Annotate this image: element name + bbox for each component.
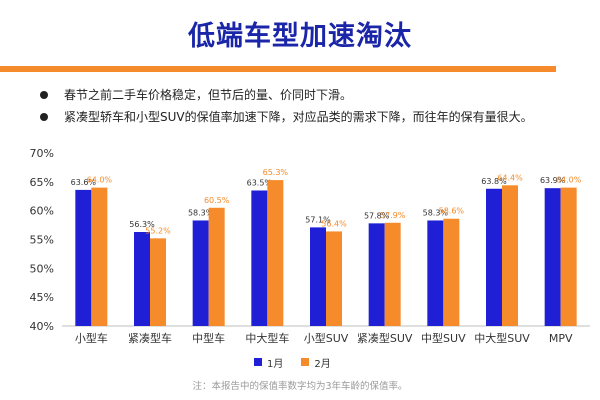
data-label-jan: 63.6% — [71, 178, 97, 187]
y-tick-label: 60% — [30, 205, 54, 218]
data-label-feb: 64.0% — [556, 176, 582, 185]
x-tick-label: 中大型SUV — [474, 331, 530, 345]
legend-item-feb: 2月 — [301, 355, 331, 370]
x-tick-label: 小型SUV — [304, 331, 349, 345]
y-tick-label: 70% — [30, 147, 54, 160]
bar-feb — [326, 231, 342, 326]
data-label-jan: 58.3% — [188, 208, 214, 217]
data-label-jan: 58.3% — [423, 208, 449, 217]
bullet-list: 春节之前二手车价格稳定，但节后的量、价同时下滑。 紧凑型轿车和小型SUV的保值率… — [40, 88, 580, 132]
y-tick-label: 40% — [30, 320, 54, 333]
bullet-item: 紧凑型轿车和小型SUV的保值率加速下降，对应品类的需求下降，而往年的保有量很大。 — [40, 110, 580, 124]
bar-jan — [427, 220, 444, 326]
bar-feb — [384, 222, 401, 326]
bar-jan — [75, 189, 92, 326]
bar-jan — [544, 188, 561, 326]
legend-swatch-feb — [301, 358, 310, 366]
bar-feb — [150, 238, 166, 326]
bar-feb — [502, 185, 518, 326]
data-label-feb: 60.5% — [204, 196, 230, 205]
legend-label-feb: 2月 — [314, 358, 331, 370]
data-label-feb: 56.4% — [321, 219, 347, 228]
bar-feb — [91, 187, 108, 326]
x-tick-label: 中大型车 — [245, 331, 289, 345]
data-label-jan: 56.3% — [129, 220, 155, 229]
x-tick-label: MPV — [549, 332, 573, 345]
data-label-feb: 65.3% — [263, 168, 289, 177]
y-tick-label: 50% — [30, 262, 54, 275]
bar-jan — [310, 227, 326, 326]
data-label-jan: 57.8% — [364, 211, 390, 220]
data-label-feb: 64.0% — [87, 176, 113, 185]
y-tick-label: 45% — [30, 291, 54, 304]
footnote: 注：本报告中的保值率数字均为3年车龄的保值率。 — [192, 381, 408, 392]
x-tick-label: 紧凑型车 — [128, 331, 172, 345]
data-label-jan: 63.9% — [540, 176, 566, 185]
bar-feb — [208, 207, 225, 326]
bar-feb — [560, 187, 577, 326]
bullet-item: 春节之前二手车价格稳定，但节后的量、价同时下滑。 — [40, 88, 580, 102]
legend-label-jan: 1月 — [267, 358, 284, 370]
bar-jan — [251, 190, 268, 326]
y-tick-label: 65% — [30, 176, 54, 189]
x-tick-label: 中型SUV — [421, 331, 466, 345]
data-label-feb: 64.4% — [497, 173, 523, 182]
bar-jan — [134, 232, 150, 326]
data-label-feb: 57.9% — [380, 211, 406, 220]
bar-jan — [486, 188, 502, 326]
data-label-jan: 63.8% — [481, 177, 507, 186]
x-tick-label: 小型车 — [75, 331, 108, 345]
title-underline — [0, 66, 556, 72]
y-tick-label: 55% — [30, 234, 54, 247]
data-label-feb: 55.2% — [145, 226, 171, 235]
data-label-feb: 58.6% — [439, 207, 465, 216]
data-label-jan: 57.1% — [305, 215, 331, 224]
bar-jan — [368, 223, 385, 326]
data-label-jan: 63.5% — [247, 178, 273, 187]
legend-item-jan: 1月 — [254, 355, 283, 370]
page-title: 低端车型加速淘汰 — [188, 21, 412, 52]
chart-legend: 1月 2月 — [254, 355, 349, 370]
bar-jan — [192, 220, 209, 326]
legend-swatch-jan — [254, 358, 262, 366]
bar-feb — [443, 218, 460, 326]
bar-feb — [267, 180, 284, 326]
x-tick-label: 中型车 — [192, 331, 225, 345]
x-tick-label: 紧凑型SUV — [357, 331, 413, 345]
